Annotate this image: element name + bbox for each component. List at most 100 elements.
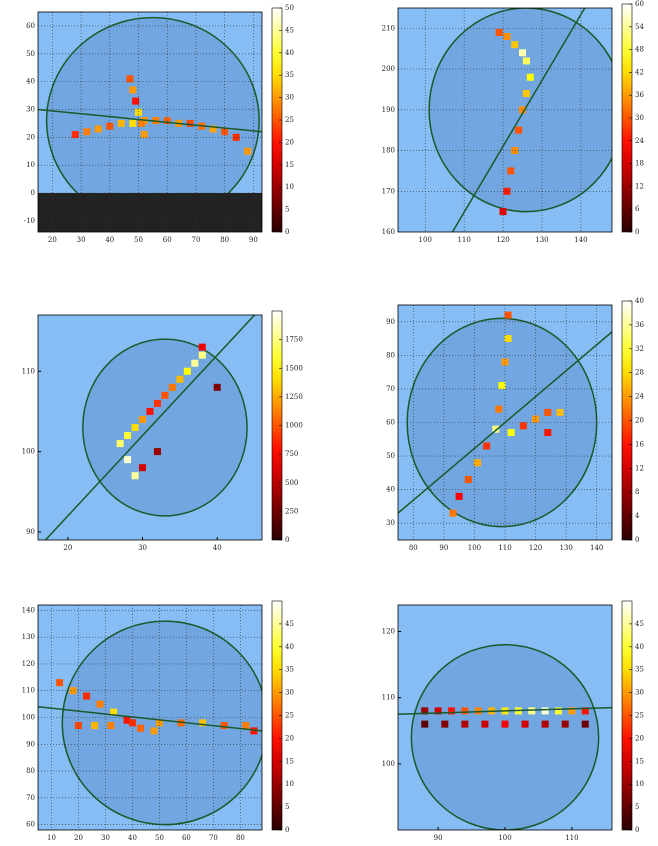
y-tick-label: 50 [26,50,35,58]
heat-cell [94,125,102,133]
y-tick-label: 70 [26,794,35,802]
panel: 20 30 40 50 60 70 80 90 -10 0 10 20 30 40 50 60 0 5 10 15 20… [24,4,294,244]
y-tick-label: 210 [382,24,395,32]
y-tick-label: 80 [386,351,395,359]
colorbar-label: 28 [635,369,644,377]
colorbar-label: 1000 [285,422,303,430]
x-tick-label: 40 [213,544,222,552]
colorbar-label: 25 [635,712,644,720]
colorbar-label: 750 [285,450,298,458]
x-tick-label: 70 [191,236,200,244]
colorbar-label: 42 [635,68,644,76]
x-tick-label: 120 [529,544,542,552]
heat-cell [461,720,469,728]
x-tick-label: 20 [63,544,72,552]
plot-content [38,12,262,232]
colorbar-label: 48 [635,46,644,54]
y-tick-label: -10 [24,217,35,225]
panel: 90 100 110 100 110 120 0 5 10 15 20 25 30 35 40 45 [382,600,644,842]
heat-cell [481,720,489,728]
circle [406,317,598,528]
y-tick-label: 100 [22,448,35,456]
y-tick-label: 30 [386,519,395,527]
heat-cell [503,33,511,41]
x-tick-label: 30 [138,544,147,552]
heat-cell [137,119,145,127]
x-tick-label: 50 [134,236,143,244]
heat-cell [519,106,527,114]
colorbar-label: 0 [635,536,639,544]
y-tick-label: 170 [382,187,395,195]
x-tick-label: 40 [105,236,114,244]
plot-frame [37,604,263,831]
y-tick-label: 60 [26,821,35,829]
x-tick-label: 30 [101,834,110,842]
heat-cell [555,707,562,715]
heat-cell [168,383,176,391]
panel: 80 90 100 110 120 130 140 30 40 50 60 70 80 90 0 4 8 12 16… [386,297,644,552]
colorbar-label: 12 [635,182,644,190]
heat-cell [140,131,148,139]
heat-cell [473,459,481,467]
heat-cell [131,472,139,480]
heat-cell [213,383,221,391]
colorbar-label: 15 [635,757,644,765]
colorbar-label: 5 [635,803,639,811]
heat-cell [117,119,125,127]
heat-cell [69,687,77,695]
plot-frame [397,604,613,831]
colorbar-label: 18 [635,160,644,168]
heat-cell [499,208,507,216]
heat-cell [91,722,99,730]
x-tick-label: 100 [498,834,511,842]
y-tick-label: 10 [26,161,35,169]
heat-cell [250,727,258,735]
colorbar-label: 40 [635,297,644,305]
heat-cell [561,720,569,728]
colorbar-label: 40 [285,643,294,651]
colorbar-label: 50 [285,4,294,12]
heat-cell [96,700,104,708]
heat-cell [161,391,169,399]
circle [82,338,248,517]
heat-cell [83,128,91,136]
heat-cell [526,73,534,81]
heat-cell [515,126,523,134]
heat-cell [129,86,137,94]
colorbar-label: 36 [635,91,644,99]
heat-cell [123,716,131,724]
colorbar-label: 25 [285,116,294,124]
heat-cell [455,492,463,500]
heat-cell [581,720,589,728]
colorbar-label: 24 [635,393,644,401]
heat-cell [132,97,140,105]
colorbar-label: 1250 [285,393,303,401]
heat-cell [464,476,472,484]
colorbar-label: 10 [635,780,644,788]
heat-cell [449,509,457,517]
heat-cell [131,424,139,431]
heat-cell [492,425,500,433]
colorbar-label: 4 [635,512,640,520]
heat-cell [522,57,530,65]
heat-cell [504,335,512,343]
x-tick-label: 30 [77,236,86,244]
colorbar-label: 0 [285,826,289,834]
heat-cell [137,724,145,732]
heat-cell [504,311,512,319]
colorbar-label: 30 [285,94,294,102]
x-tick-label: 110 [498,544,511,552]
y-tick-label: 140 [22,606,35,614]
x-tick-label: 60 [182,834,191,842]
heat-cell [568,707,576,715]
heat-cell [150,727,158,735]
colorbar-label: 45 [285,26,294,34]
y-tick-label: 120 [22,660,35,668]
colorbar-label: 15 [285,757,294,765]
fit-line [451,8,586,232]
heat-cell [434,707,442,715]
heat-cell [139,415,147,423]
heat-cell [461,707,469,715]
y-tick-label: 40 [26,78,35,86]
